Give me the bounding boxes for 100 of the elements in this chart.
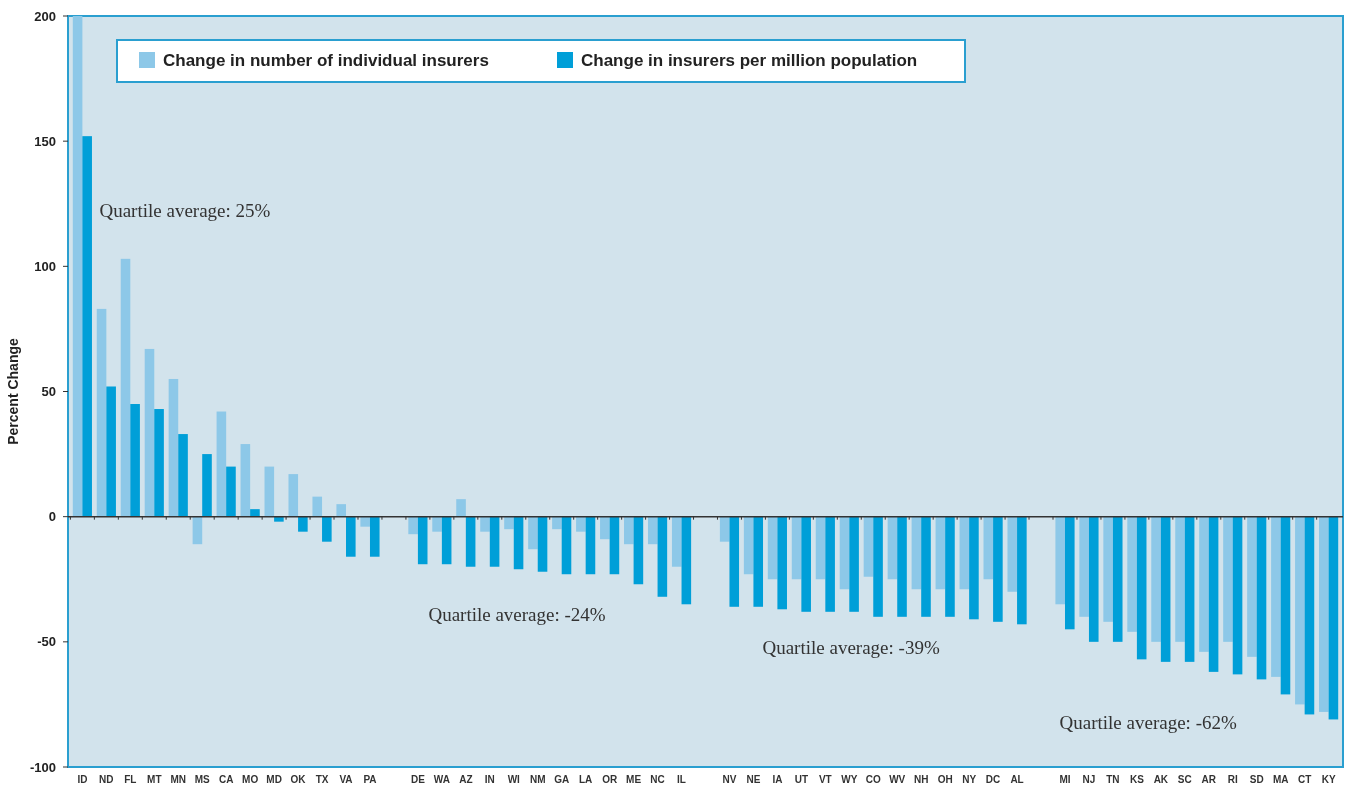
bar [1280,516,1291,695]
legend-label: Change in insurers per million population [581,51,918,70]
bar [336,504,347,517]
x-tick-label: OK [290,774,307,785]
bar [849,516,859,612]
bar [168,378,179,517]
bar [935,516,946,590]
x-tick-label: NC [650,774,665,785]
x-tick-label: IN [484,774,495,785]
bar [130,404,140,517]
bar [1103,516,1113,622]
bar [801,516,811,612]
x-tick-label: NE [746,774,761,785]
bar [226,466,236,517]
x-tick-label: OR [602,774,618,785]
bar [417,516,428,565]
x-tick-label: WV [889,774,906,785]
bar [647,516,658,545]
bar [441,516,452,565]
y-tick-label: 200 [34,8,56,24]
bar [767,516,778,580]
bar [1175,516,1185,642]
bar [1256,516,1267,680]
bar [504,516,514,530]
x-tick-label: AZ [459,774,473,785]
bar [983,516,994,580]
x-tick-label: NM [529,774,546,785]
bar [825,516,835,612]
x-tick-label: NV [722,774,737,785]
bar [72,16,83,517]
bar [753,516,764,607]
bar [1151,516,1161,642]
x-tick-label: VT [818,774,832,785]
y-tick-label: -50 [37,634,56,650]
bar [1247,516,1257,657]
y-tick-label: 150 [34,133,56,149]
bar [96,308,107,517]
x-tick-label: MI [1059,774,1071,785]
x-tick-label: NY [962,774,977,785]
x-tick-label: TX [315,774,329,785]
x-tick-label: MN [170,774,187,785]
bar [1017,516,1027,625]
bar [585,516,596,575]
bar [600,516,610,540]
bar [432,516,442,532]
annotation: Quartile average: -62% [1059,712,1237,734]
bar [1199,516,1209,652]
bar [528,516,538,550]
x-tick-label: ND [99,774,114,785]
x-tick-label: MA [1272,774,1289,785]
x-tick-label: TN [1106,774,1120,785]
x-tick-label: CO [865,774,881,785]
bar [513,516,524,570]
bar [1208,516,1219,672]
x-tick-label: NH [913,774,929,785]
bar [288,474,299,517]
bar [274,516,284,522]
x-tick-label: WY [841,774,858,785]
bar [657,516,668,597]
x-tick-label: NJ [1082,774,1096,785]
bar [887,516,898,580]
bar [250,509,260,517]
bar [1184,516,1195,662]
x-tick-label: LA [579,774,593,785]
x-tick-label: KS [1129,774,1145,785]
bar [681,516,692,605]
bar [408,516,418,535]
bar [609,516,620,575]
x-tick-label: RI [1227,774,1238,785]
bar [624,516,634,545]
bar [969,516,979,620]
x-tick-label: ID [77,774,88,785]
bar [633,516,644,585]
bar [82,136,92,517]
x-tick-label: OH [937,774,953,785]
annotation: Quartile average: -24% [428,603,606,625]
annotation: Quartile average: 25% [99,200,271,222]
bar [777,516,787,610]
x-tick-label: MD [266,774,282,785]
bar [322,516,332,542]
x-tick-label: AL [1010,774,1024,785]
bar [671,516,682,567]
x-tick-label: VA [339,774,353,785]
bar [743,516,754,575]
bar [240,444,251,517]
x-tick-label: DC [985,774,1001,785]
bar [120,258,131,517]
x-tick-label: MO [242,774,259,785]
x-tick-label: GA [554,774,570,785]
x-tick-label: WA [433,774,450,785]
x-tick-label: CT [1297,774,1312,785]
bar [1088,516,1099,642]
x-tick-label: CA [218,774,234,785]
bar [873,516,883,617]
x-tick-label: FL [124,774,137,785]
bar [298,516,308,532]
bar [1319,516,1329,712]
x-tick-label: SD [1249,774,1264,785]
y-tick-label: 0 [48,509,56,525]
x-tick-label: KY [1321,774,1336,785]
